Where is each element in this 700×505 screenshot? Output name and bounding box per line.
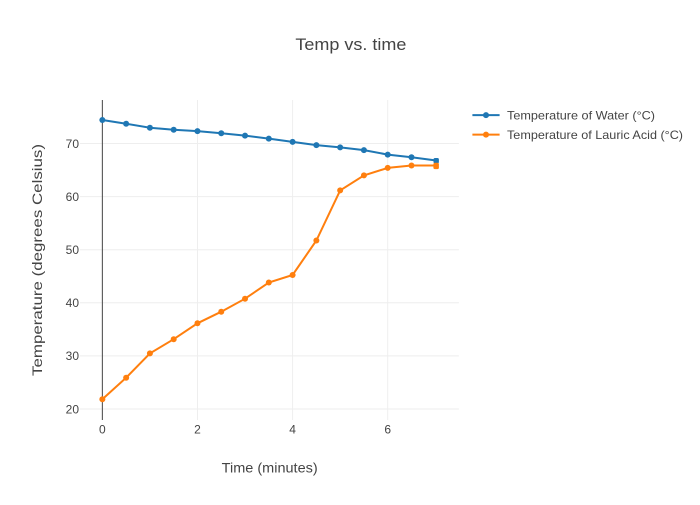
svg-text:4: 4 bbox=[289, 423, 296, 437]
svg-text:30: 30 bbox=[66, 349, 80, 363]
svg-text:Temp vs. time: Temp vs. time bbox=[295, 35, 406, 54]
svg-text:6: 6 bbox=[384, 423, 391, 437]
svg-text:Temperature of Water (°C): Temperature of Water (°C) bbox=[507, 108, 655, 122]
svg-text:2: 2 bbox=[194, 423, 201, 437]
svg-text:60: 60 bbox=[66, 190, 80, 204]
svg-text:Temperature of Lauric Acid (°C: Temperature of Lauric Acid (°C) bbox=[507, 128, 683, 142]
svg-text:70: 70 bbox=[66, 137, 80, 151]
svg-text:50: 50 bbox=[66, 243, 80, 257]
svg-text:20: 20 bbox=[66, 402, 80, 416]
svg-text:0: 0 bbox=[99, 423, 106, 437]
svg-text:Temperature (degrees Celsius): Temperature (degrees Celsius) bbox=[29, 144, 45, 376]
svg-text:40: 40 bbox=[66, 296, 80, 310]
svg-text:Time (minutes): Time (minutes) bbox=[222, 459, 318, 475]
